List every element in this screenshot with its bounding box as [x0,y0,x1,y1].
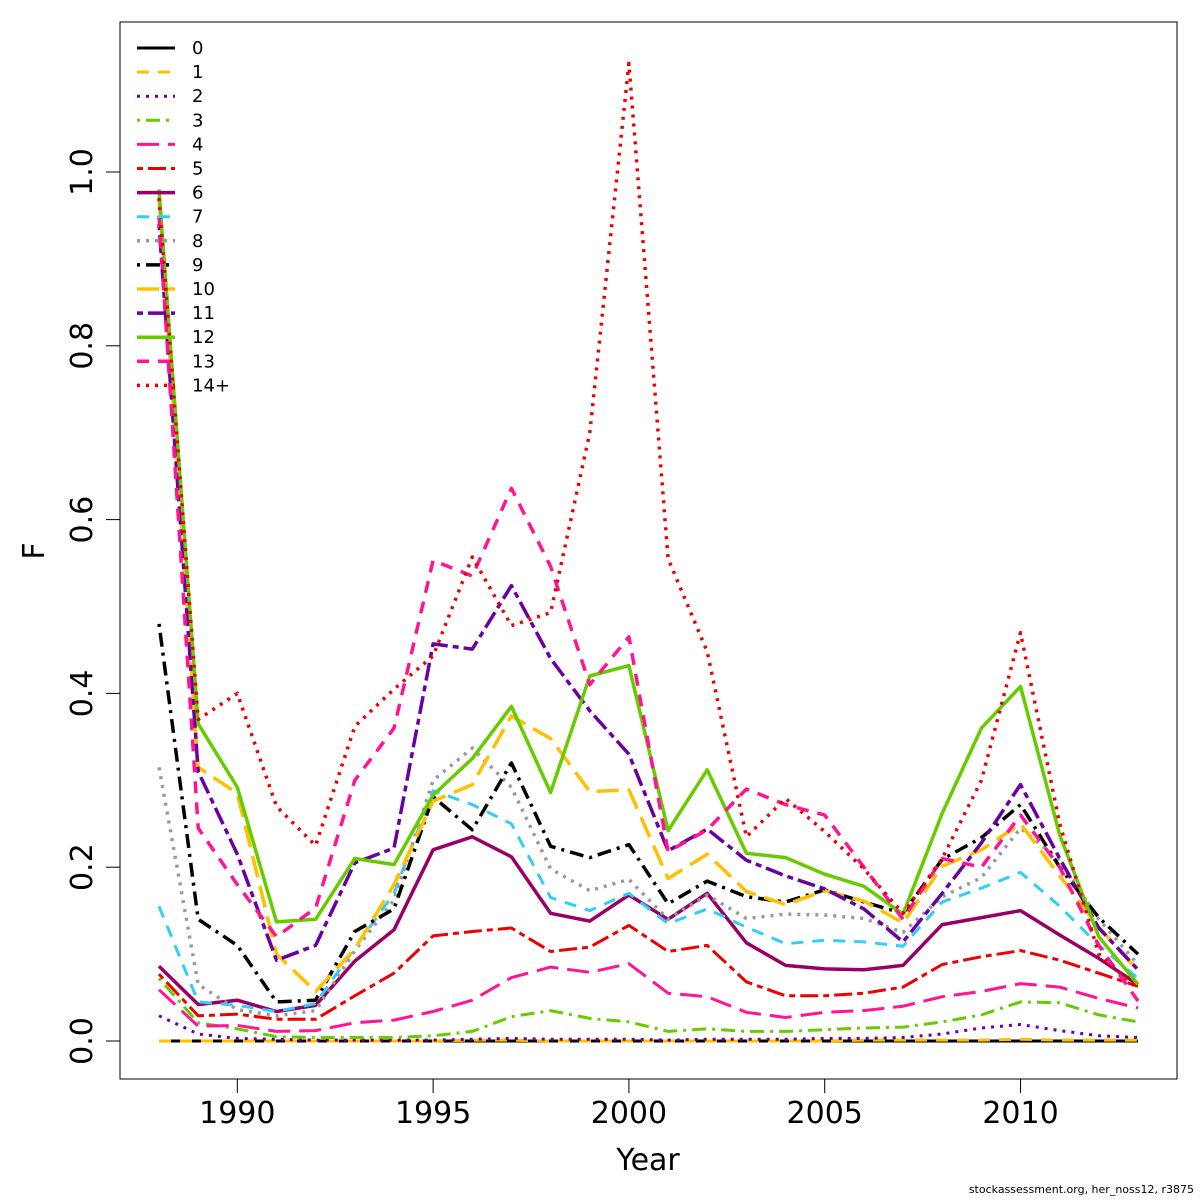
series-line-age-14plus [157,61,1140,991]
legend-label: 6 [192,183,203,204]
series-line-age-8 [157,746,1140,1018]
y-tick-label: 0.8 [65,322,100,370]
legend-label: 13 [192,351,215,372]
y-tick-label: 0.2 [65,843,100,891]
series-line-age-4 [157,962,1139,1033]
series-line-age-9 [157,623,1140,1004]
y-tick-label: 0.4 [65,670,100,718]
legend-label: 0 [192,38,203,59]
legend-label: 5 [192,159,203,180]
legend-label: 14+ [192,375,230,396]
series-lines [157,61,1140,1043]
series-line-age-3 [157,977,1139,1039]
x-tick-label: 2005 [787,1096,863,1131]
legend-label: 9 [192,255,203,276]
x-tick-label: 2010 [982,1096,1058,1131]
x-axis-label: Year [615,1143,680,1178]
y-tick-label: 0.0 [65,1017,100,1065]
x-tick-label: 1995 [395,1096,471,1131]
credit-text: stockassessment.org, her_noss12, r3875 [968,1183,1194,1196]
series-line-age-12 [157,189,1140,986]
x-axis: 1990 1995 2000 2005 2010 [199,1078,1059,1131]
legend-label: 8 [192,231,203,252]
legend-label: 2 [192,86,203,107]
y-axis: 0.0 0.2 0.4 0.6 0.8 1.0 [65,148,121,1065]
y-tick-label: 1.0 [65,148,100,196]
legend-label: 7 [192,207,203,228]
legend-label: 12 [192,327,215,348]
legend-label: 4 [192,134,203,155]
legend-label: 11 [192,303,215,324]
x-tick-label: 2000 [591,1096,667,1131]
series-line-age-13 [157,215,1140,1003]
series-line-age-7 [157,789,1139,1013]
legend-label: 10 [192,279,215,300]
legend-label: 3 [192,110,203,131]
y-tick-label: 0.6 [65,496,100,544]
x-tick-label: 1990 [199,1096,275,1131]
series-line-age-2 [158,1014,1139,1042]
series-line-age-6 [157,835,1139,1014]
series-line-age-5 [157,923,1139,1021]
series-line-age-11 [157,223,1140,971]
legend-label: 1 [192,62,203,83]
y-axis-label: F [17,542,52,559]
series-line-age-1 [159,1037,1138,1043]
